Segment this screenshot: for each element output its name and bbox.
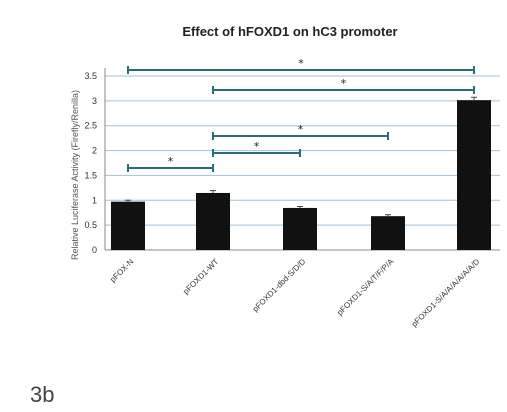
y-tick-labels: 0 0.5 1 1.5 2 2.5 3 3.5 xyxy=(84,71,97,255)
x-tick-label: pFOX-N xyxy=(108,257,135,284)
y-tick-label: 0 xyxy=(92,245,97,255)
x-tick-label: pFOXD1-S/A/A/A/A/A/A/D xyxy=(410,257,482,329)
gridlines xyxy=(105,75,500,251)
x-tick-label: pFOXD1-S/A/T/F/P/A xyxy=(335,257,396,318)
x-tick-label: pFOXD1-dbd-S/D/D xyxy=(251,257,308,314)
bar xyxy=(371,216,405,250)
bar xyxy=(283,207,317,250)
y-tick-label: 2 xyxy=(92,146,97,156)
bar xyxy=(111,201,145,250)
panel-label: 3b xyxy=(30,382,54,407)
x-tick-label: pFOXD1-WT xyxy=(181,257,220,296)
bar xyxy=(457,100,491,251)
y-tick-label: 1 xyxy=(92,195,97,205)
significance-star: * xyxy=(168,155,174,168)
bars xyxy=(111,96,491,251)
y-axis-label: Relative Luciferase Activity (Firefly/Re… xyxy=(70,90,80,260)
bar xyxy=(196,192,230,250)
y-tick-label: 3 xyxy=(92,96,97,106)
y-tick-label: 2.5 xyxy=(84,121,97,131)
x-tick-labels: pFOX-N pFOXD1-WT pFOXD1-dbd-S/D/D pFOXD1-S/… xyxy=(108,257,481,329)
y-tick-label: 3.5 xyxy=(84,71,97,81)
significance-star: * xyxy=(298,123,304,136)
significance-star: * xyxy=(254,140,260,153)
significance-star: * xyxy=(298,57,304,70)
significance-brackets: * * * * * xyxy=(127,57,475,172)
y-tick-label: 0.5 xyxy=(84,220,97,230)
chart-title: Effect of hFOXD1 on hC3 promoter xyxy=(182,24,397,39)
significance-star: * xyxy=(341,77,347,90)
y-tick-label: 1.5 xyxy=(84,170,97,180)
